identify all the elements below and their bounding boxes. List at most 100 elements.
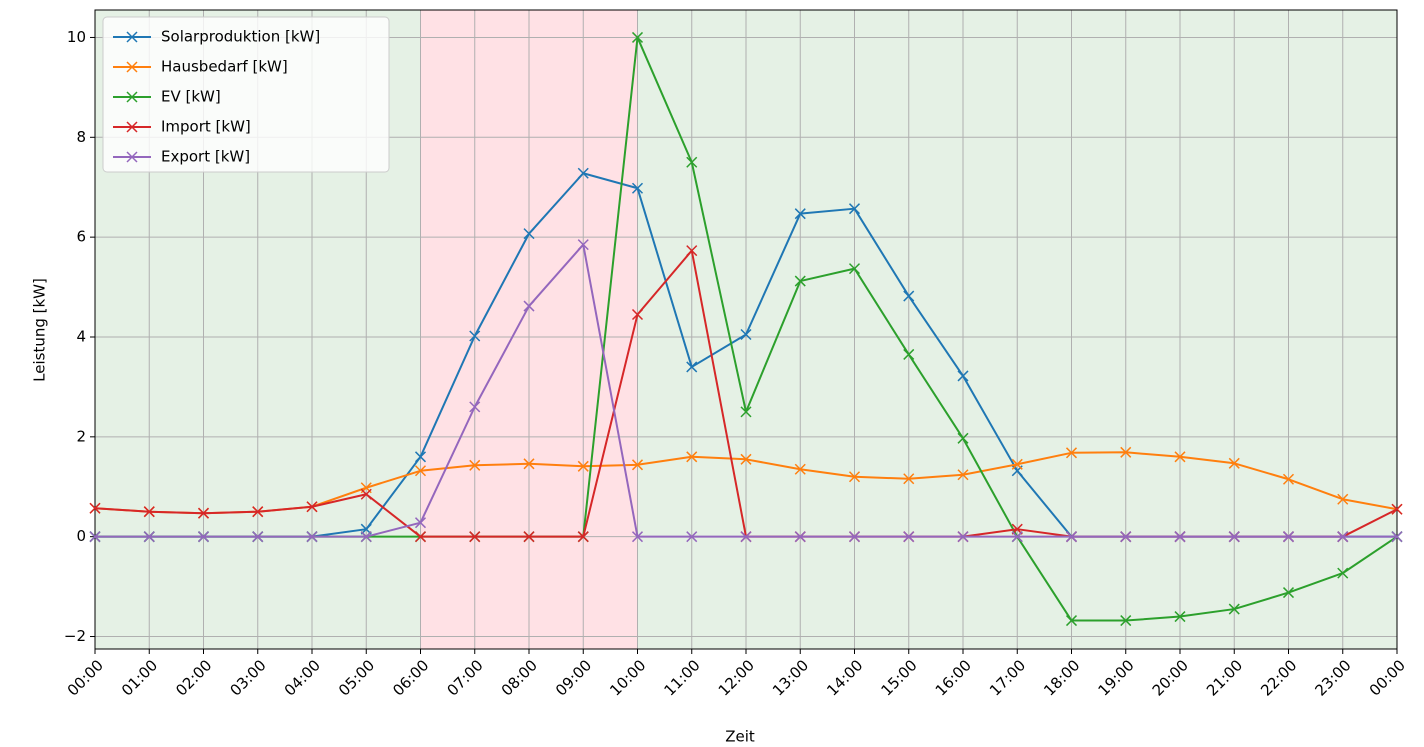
legend-label: Solarproduktion [kW]: [161, 28, 320, 46]
point: [631, 531, 644, 543]
x-tick-label: 20:00: [1149, 656, 1192, 699]
x-tick-label: 21:00: [1203, 656, 1246, 699]
point: [143, 506, 155, 518]
point: [1120, 615, 1132, 627]
legend-marker: [126, 91, 138, 103]
point: [577, 239, 589, 251]
x-tick-label: 08:00: [498, 656, 541, 699]
legend-label: Import [kW]: [161, 118, 251, 136]
point: [414, 465, 427, 477]
x-tick-label: 10:00: [606, 656, 649, 699]
point: [1120, 531, 1132, 543]
point: [957, 432, 969, 444]
point: [360, 488, 372, 500]
point: [469, 401, 481, 413]
x-tick-label: 18:00: [1040, 656, 1083, 699]
y-tick-label: 4: [76, 327, 86, 345]
point: [1065, 615, 1078, 627]
y-tick-label: 8: [76, 128, 86, 146]
point: [903, 290, 915, 302]
point: [848, 471, 861, 483]
point: [631, 182, 644, 194]
x-tick-label: 19:00: [1094, 656, 1137, 699]
point: [1174, 611, 1186, 623]
point: [523, 531, 535, 543]
point: [197, 507, 210, 519]
point: [414, 451, 427, 463]
point: [631, 459, 644, 471]
legend-marker: [126, 121, 138, 133]
point: [903, 473, 915, 485]
point: [577, 460, 589, 472]
point: [957, 469, 969, 481]
point: [1011, 531, 1023, 543]
legend-box: [102, 16, 390, 173]
point: [794, 208, 806, 220]
x-tick-label: 22:00: [1257, 656, 1300, 699]
point: [1228, 603, 1240, 615]
point: [523, 228, 535, 240]
x-tick-label: 13:00: [769, 656, 812, 699]
point: [957, 370, 969, 382]
point: [740, 406, 752, 418]
point: [577, 531, 589, 543]
y-tick-label: 2: [76, 427, 86, 445]
legend-label: Export [kW]: [161, 148, 250, 166]
series: [89, 239, 1403, 543]
point: [686, 451, 698, 463]
plot-frame: [94, 9, 1398, 650]
point: [306, 531, 318, 543]
point: [469, 531, 481, 543]
x-tick-label: 11:00: [660, 656, 703, 699]
point: [197, 531, 210, 543]
x-tick-label: 00:00: [1366, 656, 1409, 699]
x-tick-label: 04:00: [281, 656, 324, 699]
legend-label: Hausbedarf [kW]: [161, 58, 288, 76]
point: [848, 531, 861, 543]
point: [794, 463, 806, 475]
x-tick-label: 03:00: [226, 656, 269, 699]
y-tick-label: −2: [64, 627, 86, 645]
point: [1282, 587, 1295, 599]
point: [794, 275, 806, 287]
y-tick-label: 0: [76, 527, 86, 545]
point: [523, 300, 535, 312]
point: [252, 506, 264, 518]
x-tick-label: 01:00: [118, 656, 161, 699]
point: [1120, 446, 1132, 458]
point: [1337, 493, 1349, 505]
point: [631, 308, 644, 321]
point: [469, 330, 481, 342]
legend-marker: [126, 31, 138, 43]
x-tick-label: 14:00: [823, 656, 866, 699]
point: [848, 203, 861, 215]
x-tick-label: 02:00: [172, 656, 215, 699]
point: [903, 531, 915, 543]
point: [686, 245, 698, 257]
point: [1337, 531, 1349, 543]
point: [1282, 473, 1295, 485]
point: [1337, 567, 1349, 579]
legend-label: EV [kW]: [161, 88, 221, 106]
x-tick-label: 15:00: [877, 656, 920, 699]
x-tick-label: 17:00: [986, 656, 1029, 699]
point: [1174, 531, 1186, 543]
point: [89, 502, 101, 514]
legend-marker: [126, 61, 138, 73]
point: [1011, 458, 1023, 470]
point: [1282, 531, 1295, 543]
point: [686, 531, 698, 543]
y-axis-label: Leistung [kW]: [31, 278, 49, 382]
x-tick-label: 06:00: [389, 656, 432, 699]
legend: Solarproduktion [kW] Hausbedarf [kW] EV [k…: [102, 16, 390, 173]
point: [1228, 457, 1240, 469]
point: [631, 31, 644, 43]
x-tick-label: 09:00: [552, 656, 595, 699]
point: [1391, 531, 1403, 543]
point: [794, 531, 806, 543]
x-tick-label: 12:00: [715, 656, 758, 699]
point: [1391, 503, 1403, 515]
point: [1065, 531, 1078, 543]
point: [957, 531, 969, 543]
point: [686, 156, 698, 168]
